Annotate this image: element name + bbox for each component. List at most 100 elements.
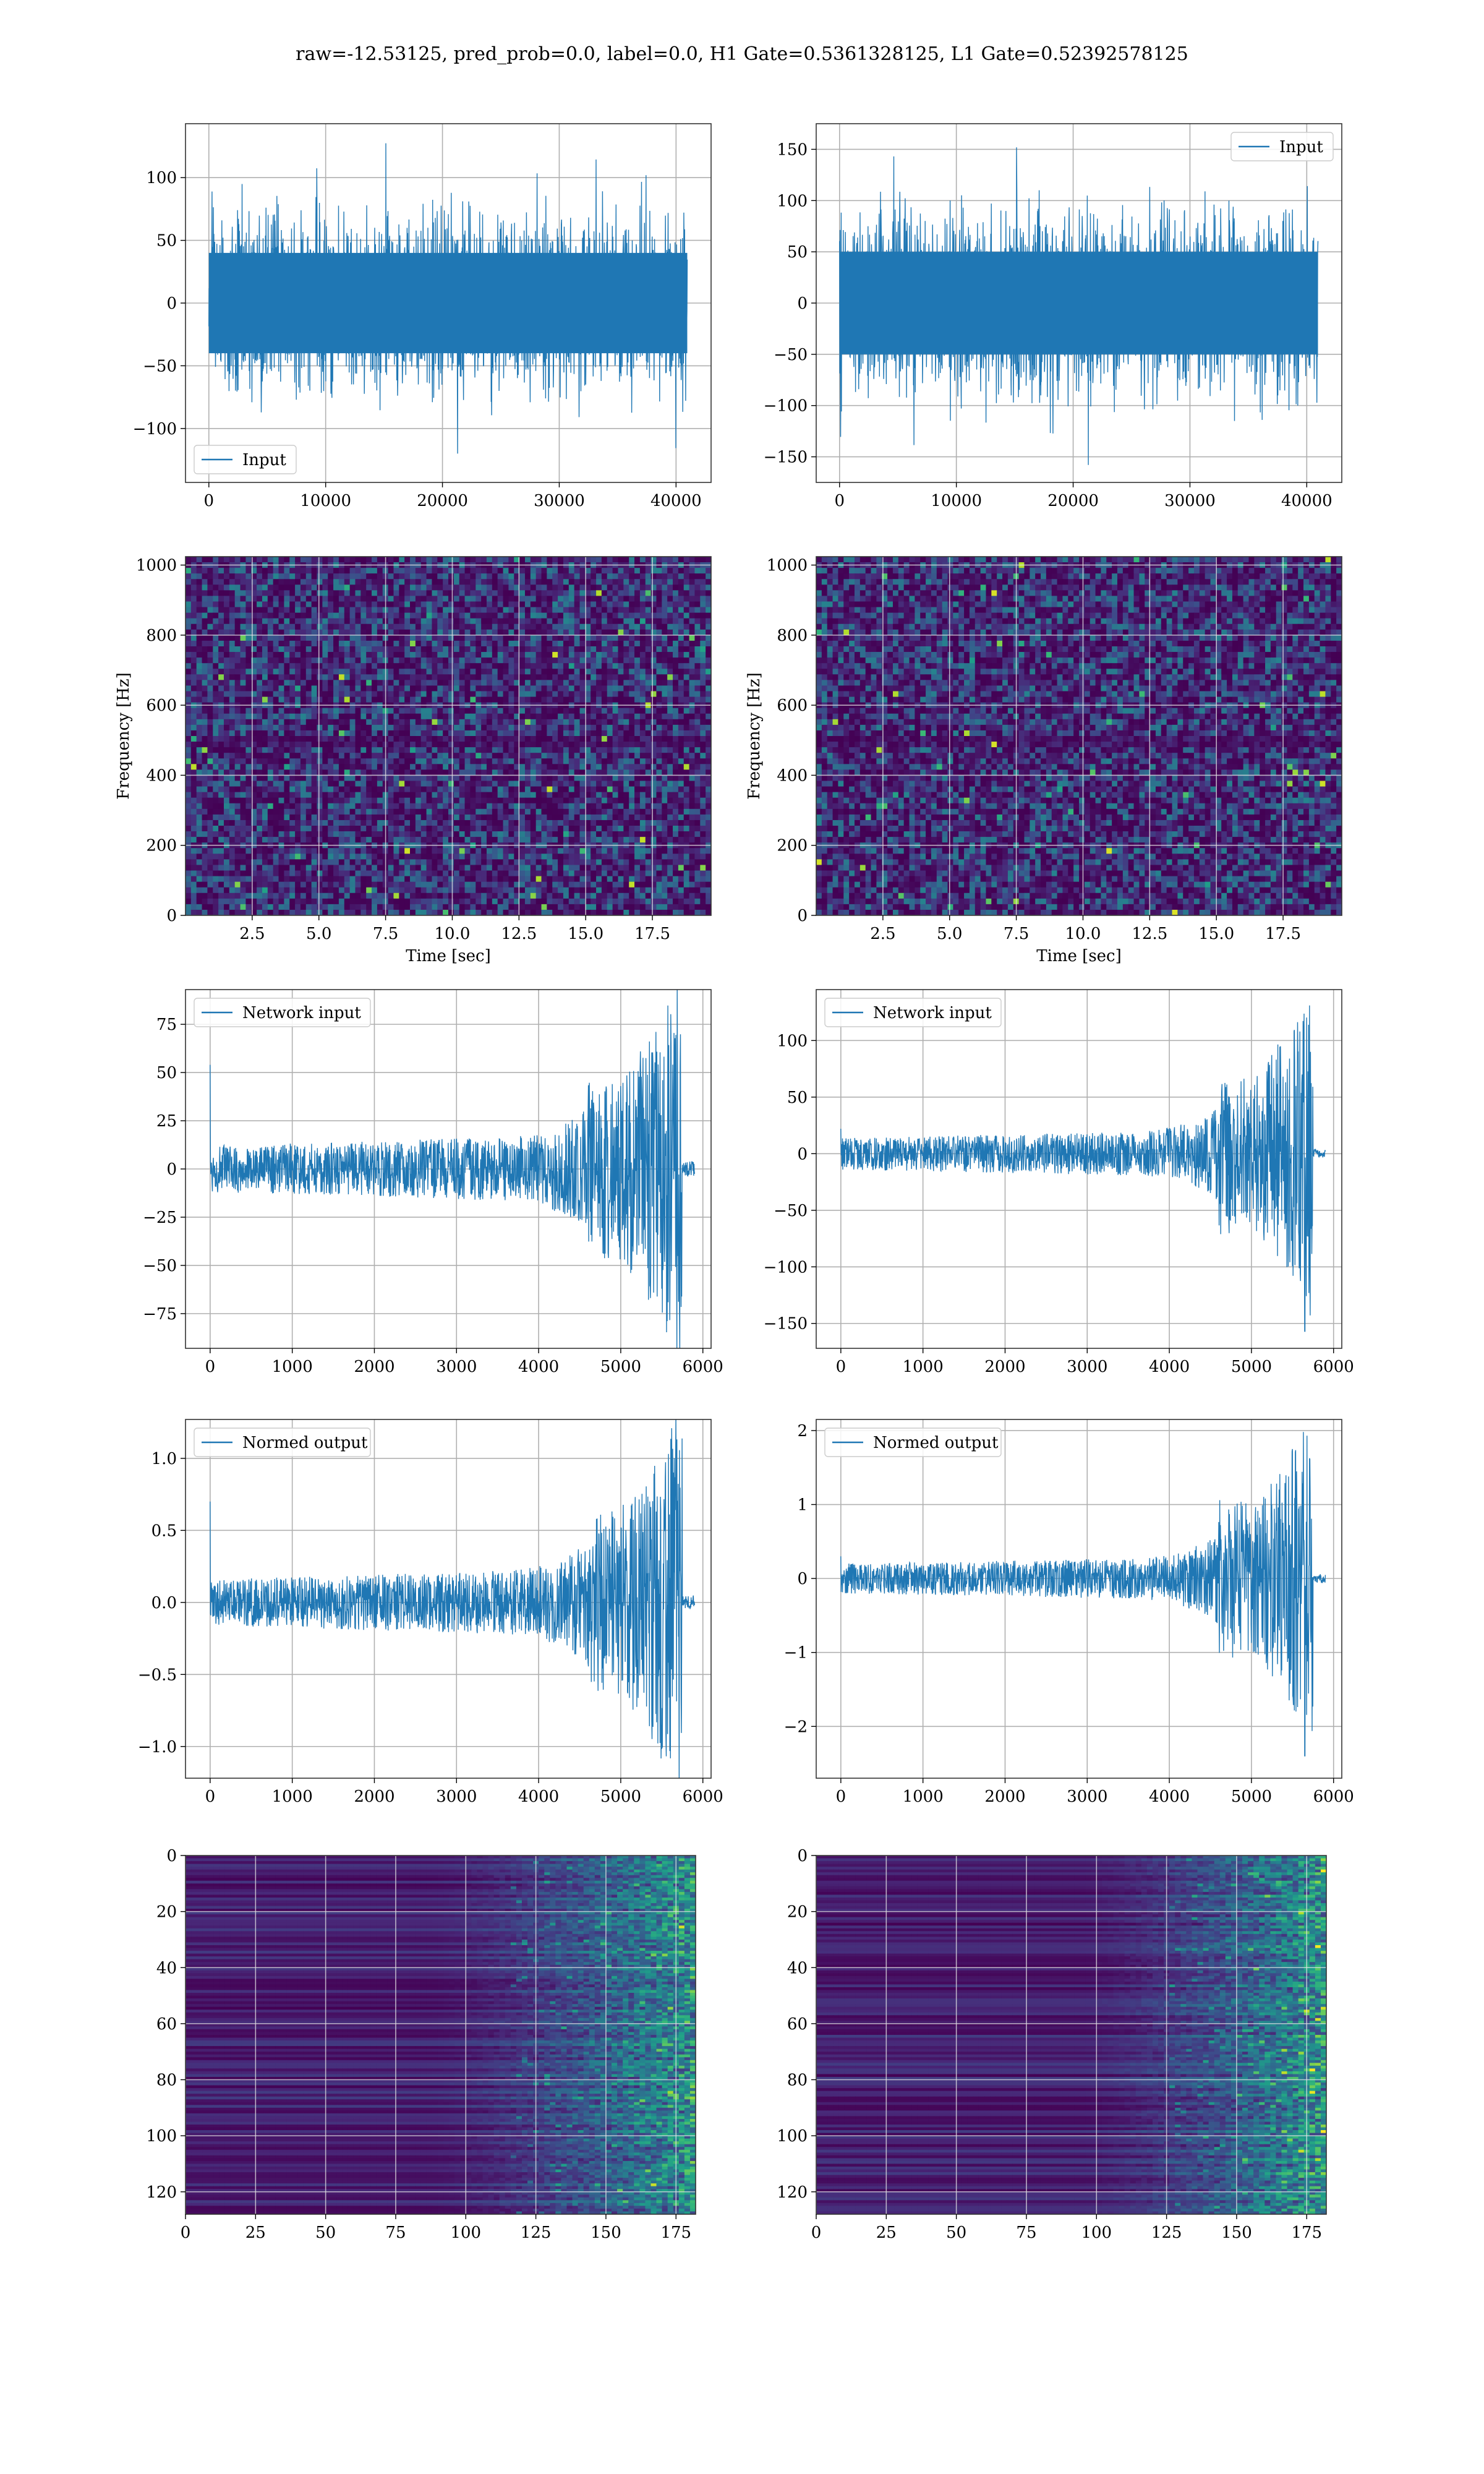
heatmap-cell [355,814,361,821]
heatmap-cell [355,557,361,563]
heatmap-cell [234,674,241,680]
heatmap-cell [558,792,564,798]
heatmap-cell [563,590,569,597]
heatmap-cell [186,769,192,776]
heatmap-cell [503,579,509,585]
heatmap-cell [470,568,476,574]
heatmap-cell [634,764,641,770]
heatmap-cell [234,736,241,742]
heatmap-cell [245,775,252,782]
heatmap-cell [344,579,351,585]
heatmap-cell [218,629,224,636]
heatmap-cell [541,724,547,731]
heatmap-cell [245,680,252,687]
heatmap-cell [443,623,449,630]
heatmap-cell [475,713,482,720]
heatmap-cell [448,708,454,714]
heatmap-cell [579,769,586,776]
heatmap-cell [486,635,493,641]
heatmap-cell [524,601,531,608]
heatmap-cell [223,814,230,821]
heatmap-cell [305,719,312,726]
heatmap-cell [514,792,520,798]
heatmap-cell [196,568,203,574]
heatmap-cell [202,596,208,602]
y-tick-label: 50 [156,232,177,250]
heatmap-cell [234,814,241,821]
heatmap-cell [535,652,542,658]
heatmap-cell [689,724,696,731]
heatmap-cell [278,808,284,815]
heatmap-cell [251,663,257,669]
heatmap-cell [683,573,690,580]
series-band [839,252,1318,354]
heatmap-cell [213,764,219,770]
heatmap-cell [240,769,246,776]
heatmap-cell [448,685,454,692]
heatmap-cell [311,674,318,680]
heatmap-cell [475,831,482,837]
heatmap-cell [683,826,690,832]
heatmap-cell [662,557,668,563]
heatmap-cell [459,775,466,782]
heatmap-cell [443,601,449,608]
heatmap-cell [273,831,279,837]
heatmap-cell [634,786,641,793]
heatmap-cell [372,618,378,625]
heatmap-cell [662,826,668,832]
heatmap-cell [706,775,711,782]
heatmap-cell [541,808,547,815]
heatmap-cell [678,612,684,619]
heatmap-cell [530,826,537,832]
heatmap-cell [393,669,399,675]
heatmap-cell [322,814,328,821]
heatmap-cell [278,753,284,759]
heatmap-cell [338,736,345,742]
heatmap-cell [568,573,575,580]
heatmap-cell [190,657,197,664]
heatmap-cell [399,669,405,675]
heatmap-cell [519,557,526,563]
heatmap-cell [229,557,236,563]
heatmap-cell [410,786,416,793]
heatmap-cell [278,724,284,731]
heatmap-cell [552,596,558,602]
heatmap-cell [673,769,679,776]
heatmap-cell [366,607,372,614]
heatmap-cell [448,640,454,647]
heatmap-cell [333,775,339,782]
heatmap-cell [645,612,652,619]
heatmap-cell [475,685,482,692]
heatmap-cell [514,657,520,664]
heatmap-cell [574,590,581,597]
heatmap-cell [591,663,597,669]
heatmap-cell [213,640,219,647]
heatmap-cell [295,808,301,815]
heatmap-cell [591,568,597,574]
heatmap-cell [372,769,378,776]
heatmap-cell [623,769,629,776]
heatmap-cell [547,792,553,798]
heatmap-cell [585,758,591,764]
heatmap-cell [251,623,257,630]
heatmap-cell [541,769,547,776]
heatmap-cell [645,696,652,703]
heatmap-cell [448,607,454,614]
heatmap-cell [399,568,405,574]
heatmap-cell [338,781,345,787]
heatmap-cell [579,808,586,815]
heatmap-cell [410,724,416,731]
heatmap-cell [202,646,208,653]
heatmap-cell [229,713,236,720]
heatmap-cell [678,769,684,776]
heatmap-cell [689,753,696,759]
heatmap-cell [475,629,482,636]
heatmap-cell [377,730,383,737]
heatmap-cell [453,601,460,608]
heatmap-cell [481,657,487,664]
heatmap-cell [497,742,504,748]
heatmap-cell [377,781,383,787]
heatmap-cell [629,590,635,597]
heatmap-cell [410,814,416,821]
heatmap-cell [267,596,274,602]
